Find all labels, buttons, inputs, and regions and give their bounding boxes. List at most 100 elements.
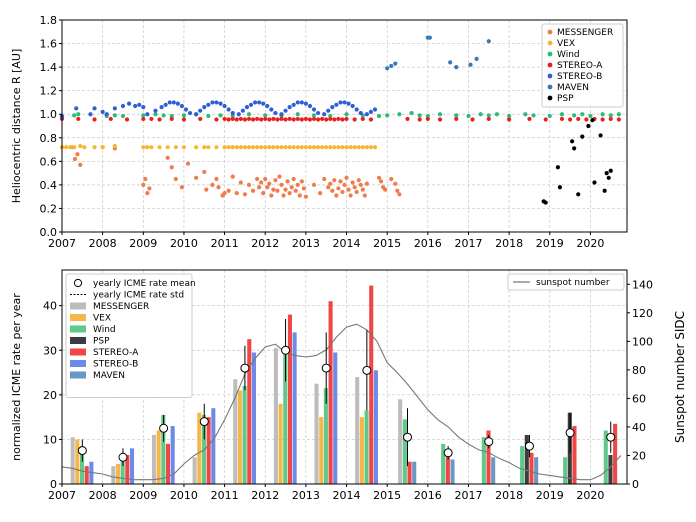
top-point-stereo-a-53	[507, 117, 512, 122]
top-point-wind-32	[478, 112, 483, 117]
top-point-stereo-b-40	[269, 107, 274, 112]
bar-messenger-2012	[273, 348, 278, 484]
top-point-stereo-a-19	[250, 117, 256, 122]
top-point-vex-1	[63, 145, 69, 150]
icme-mean-marker-9	[443, 448, 453, 458]
top-point-stereo-b-42	[279, 112, 284, 117]
top-legend-marker-0	[547, 29, 553, 35]
bottom-x-ticks: 2007 2008 2009 2010 2011 2012 2013 2014 2015 2016…	[48, 484, 604, 502]
top-point-psp-6	[576, 192, 581, 197]
top-point-vex-27	[250, 145, 256, 150]
top-xtick-label-1: 2008	[89, 237, 117, 250]
top-point-messenger-33	[261, 191, 266, 196]
top-point-messenger-9	[147, 186, 152, 191]
top-point-maven-0	[385, 66, 390, 71]
top-point-stereo-a-24	[271, 116, 276, 122]
top-point-vex-20	[222, 145, 227, 150]
bottom-xtick-label-8: 2015	[373, 489, 401, 502]
top-point-vex-46	[328, 145, 333, 150]
top-point-vex-19	[214, 145, 219, 150]
top-point-messenger-26	[238, 180, 243, 185]
top-point-vex-12	[157, 145, 162, 150]
bottom-legend-marker-5	[70, 360, 86, 367]
top-point-wind-14	[230, 113, 235, 119]
top-point-stereo-b-15	[163, 102, 168, 107]
top-point-vex-10	[145, 145, 150, 150]
bar-messenger-2008	[111, 466, 116, 484]
bottom-xtick-label-13: 2020	[576, 489, 604, 502]
top-point-stereo-a-26	[279, 116, 284, 122]
top-point-vex-5	[82, 145, 87, 150]
top-point-stereo-b-62	[364, 112, 369, 117]
top-point-vex-11	[149, 145, 154, 150]
bottom-y2tick-label-2: 40	[632, 421, 646, 434]
top-point-stereo-b-48	[303, 101, 308, 106]
bottom-legend-box	[65, 273, 193, 398]
top-point-stereo-b-32	[236, 112, 241, 117]
top-point-vex-24	[238, 145, 243, 150]
top-point-wind-25	[397, 112, 402, 117]
top-point-maven-8	[474, 56, 479, 61]
top-point-messenger-68	[346, 187, 351, 192]
bar-vex-2011	[237, 390, 242, 484]
top-legend-marker-6	[547, 95, 553, 101]
top-point-wind-8	[161, 113, 166, 118]
bar-stereo-b-2014	[373, 370, 378, 484]
top-point-messenger-48	[291, 176, 296, 182]
top-point-stereo-a-20	[255, 116, 260, 122]
top-point-messenger-52	[299, 179, 304, 184]
top-point-stereo-a-50	[454, 116, 459, 122]
top-point-stereo-a-51	[470, 117, 475, 122]
top-point-messenger-61	[332, 178, 337, 183]
top-point-messenger-85	[397, 192, 402, 197]
top-point-messenger-22	[222, 191, 227, 196]
top-point-stereo-a-57	[567, 117, 573, 122]
top-point-vex-54	[360, 145, 365, 150]
bar-wind-2012	[283, 345, 288, 484]
icme-mean-marker-3	[199, 417, 209, 427]
top-point-stereo-b-5	[104, 112, 109, 117]
top-point-messenger-73	[356, 178, 361, 183]
bar-stereo-a-2019	[572, 426, 577, 484]
top-point-psp-13	[604, 171, 609, 176]
top-point-maven-5	[448, 60, 453, 65]
top-point-messenger-82	[389, 176, 394, 182]
top-point-stereo-a-43	[352, 117, 357, 122]
top-point-messenger-50	[295, 182, 300, 187]
bottom-xtick-label-12: 2019	[536, 489, 564, 502]
top-point-wind-41	[580, 112, 585, 117]
bottom-y2tick-label-7: 140	[632, 278, 653, 291]
top-point-vex-49	[340, 145, 345, 150]
top-point-messenger-39	[273, 178, 278, 183]
top-point-messenger-13	[179, 185, 185, 190]
sunspot-legend-label: sunspot number	[536, 278, 610, 288]
bar-messenger-2013	[314, 383, 319, 484]
top-point-wind-29	[437, 112, 443, 117]
top-point-messenger-38	[271, 187, 276, 192]
top-point-stereo-b-52	[322, 112, 327, 117]
bottom-ytick-label-0: 0	[50, 478, 57, 491]
top-point-messenger-23	[226, 188, 231, 193]
top-point-wind-21	[344, 112, 349, 117]
top-point-messenger-25	[234, 191, 239, 196]
top-point-stereo-a-59	[584, 117, 589, 122]
top-point-messenger-45	[285, 179, 290, 184]
top-point-stereo-b-1	[74, 106, 79, 111]
top-point-psp-9	[590, 118, 595, 123]
bar-stereo-a-2016	[445, 457, 450, 484]
bottom-legend-label-6: MAVEN	[93, 371, 125, 381]
top-point-vex-9	[141, 145, 146, 150]
top-point-wind-38	[547, 113, 552, 119]
top-point-stereo-a-39	[332, 117, 337, 122]
top-point-messenger-35	[265, 185, 270, 190]
bottom-xtick-label-5: 2012	[251, 489, 279, 502]
top-xtick-label-12: 2019	[536, 237, 564, 250]
top-point-messenger-7	[143, 176, 148, 182]
top-point-stereo-a-27	[283, 117, 288, 122]
top-point-stereo-b-29	[222, 103, 227, 109]
top-point-vex-8	[112, 143, 117, 149]
top-point-wind-36	[523, 112, 528, 117]
top-point-wind-27	[417, 113, 422, 118]
bottom-xtick-label-10: 2017	[454, 489, 482, 502]
